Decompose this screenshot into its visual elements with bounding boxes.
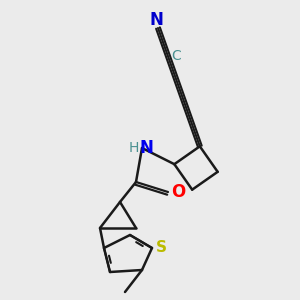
- Text: C: C: [171, 49, 181, 63]
- Text: N: N: [149, 11, 163, 29]
- Text: N: N: [139, 139, 153, 157]
- Text: S: S: [155, 241, 167, 256]
- Text: H: H: [129, 141, 139, 155]
- Text: O: O: [171, 183, 185, 201]
